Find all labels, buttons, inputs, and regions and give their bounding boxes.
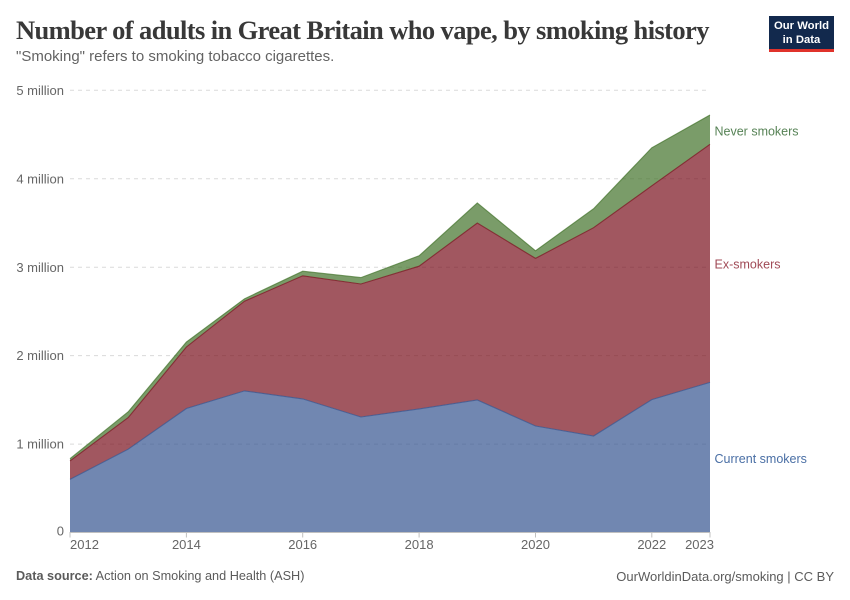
- svg-text:Ex-smokers: Ex-smokers: [715, 258, 781, 272]
- svg-text:Current smokers: Current smokers: [715, 452, 807, 466]
- svg-text:1 million: 1 million: [16, 437, 64, 452]
- svg-text:2022: 2022: [637, 537, 666, 552]
- svg-text:3 million: 3 million: [16, 260, 64, 275]
- svg-text:2 million: 2 million: [16, 348, 64, 363]
- svg-text:2014: 2014: [172, 537, 201, 552]
- svg-text:4 million: 4 million: [16, 171, 64, 186]
- svg-text:2012: 2012: [70, 537, 99, 552]
- svg-text:2016: 2016: [288, 537, 317, 552]
- svg-text:0: 0: [57, 524, 64, 539]
- svg-text:2023: 2023: [685, 537, 714, 552]
- svg-text:5 million: 5 million: [16, 83, 64, 98]
- svg-text:Never smokers: Never smokers: [715, 125, 799, 139]
- svg-text:2020: 2020: [521, 537, 550, 552]
- svg-text:2018: 2018: [405, 537, 434, 552]
